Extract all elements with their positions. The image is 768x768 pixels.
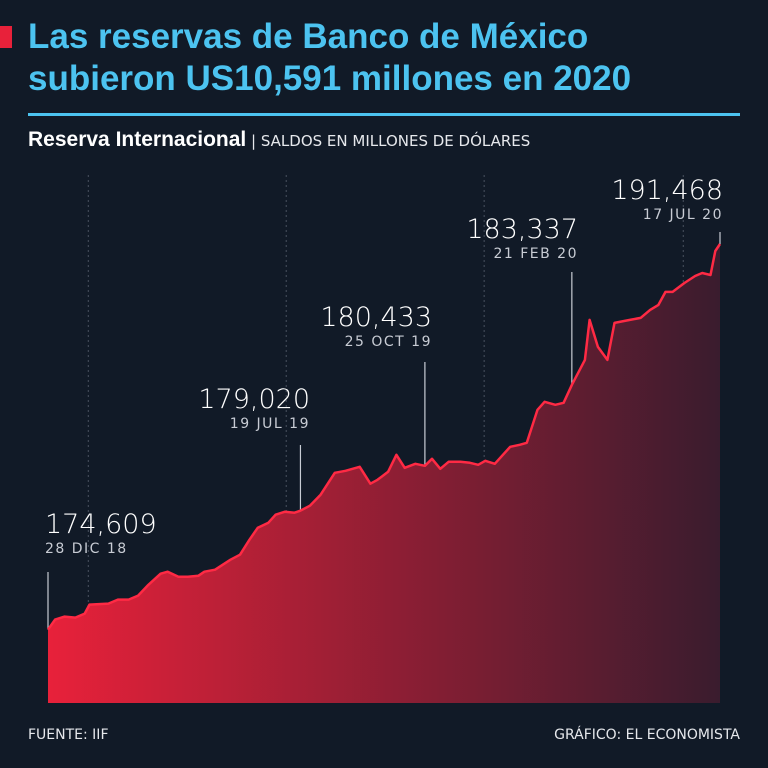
annotation-date: 21 FEB 20 <box>493 246 578 262</box>
subtitle-units: | SALDOS EN MILLONES DE DÓLARES <box>251 132 531 150</box>
title-marker <box>0 26 12 48</box>
annotation-date: 28 DIC 18 <box>45 541 128 557</box>
annotation-value: 179,020 <box>198 384 310 415</box>
annotation-1: 179,020 19 JUL 19 <box>198 385 310 433</box>
title-line-2: subieron US10,591 millones en 2020 <box>28 59 632 98</box>
title-divider <box>28 113 740 116</box>
subtitle-bold: Reserva Internacional <box>28 128 247 151</box>
annotation-3: 183,337 21 FEB 20 <box>466 215 578 263</box>
source-note: FUENTE: IIF <box>28 727 109 743</box>
title-line-1: Las reservas de Banco de México <box>28 17 589 56</box>
chart-subtitle: Reserva Internacional | SALDOS EN MILLON… <box>28 127 530 154</box>
annotation-0: 174,609 28 DIC 18 <box>45 510 157 558</box>
annotation-date: 17 JUL 20 <box>642 207 723 223</box>
annotation-value: 180,433 <box>320 302 432 333</box>
annotation-date: 19 JUL 19 <box>229 416 310 432</box>
page-title: Las reservas de Banco de México subieron… <box>28 16 631 100</box>
annotation-value: 183,337 <box>466 214 578 245</box>
annotation-4: 191,468 17 JUL 20 <box>611 176 723 224</box>
annotation-value: 174,609 <box>45 509 157 540</box>
annotation-date: 25 OCT 19 <box>344 334 432 350</box>
annotation-value: 191,468 <box>611 175 723 206</box>
series-line <box>46 243 722 631</box>
area-fill <box>48 244 720 703</box>
annotation-2: 180,433 25 OCT 19 <box>320 303 432 351</box>
credit-note: GRÁFICO: EL ECONOMISTA <box>554 727 740 743</box>
